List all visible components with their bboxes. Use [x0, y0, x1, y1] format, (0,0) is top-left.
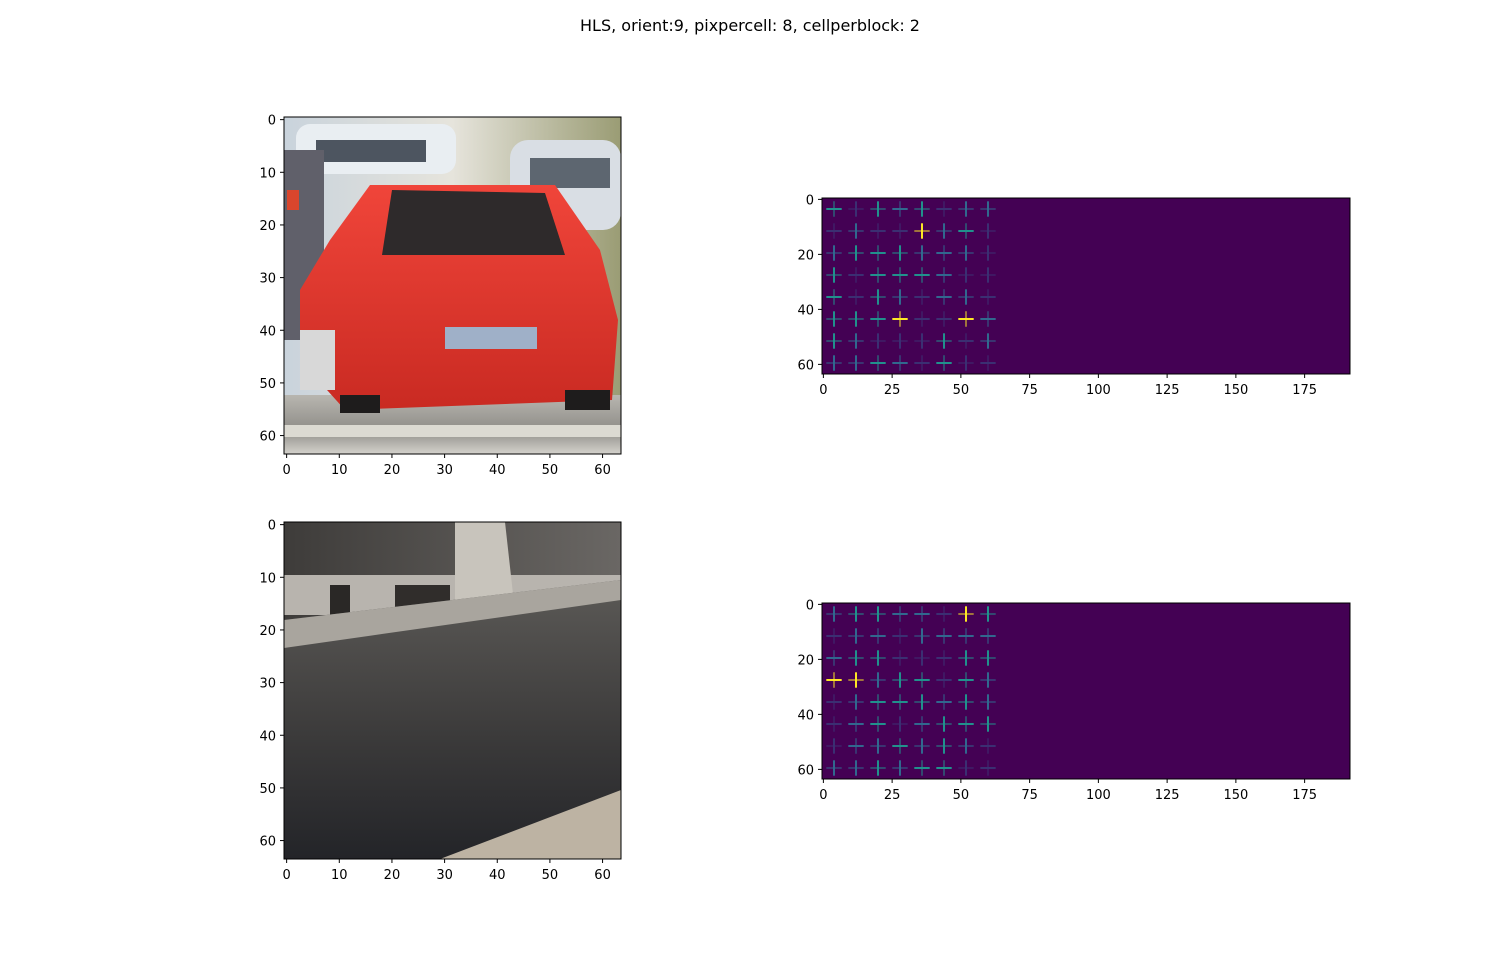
- y-tick-label: 0: [268, 114, 276, 129]
- x-tick-label: 30: [436, 463, 453, 478]
- x-tick-label: 150: [1223, 383, 1248, 398]
- x-tick-label: 10: [331, 463, 348, 478]
- y-tick-label: 30: [259, 272, 276, 287]
- y-tick-label: 20: [259, 219, 276, 234]
- car-image-y-ticks: 0 10 20 30 40 50 60: [259, 114, 284, 445]
- x-tick-label: 150: [1223, 788, 1248, 803]
- x-tick-label: 40: [489, 868, 506, 883]
- y-tick-label: 60: [797, 358, 814, 373]
- x-tick-label: 60: [594, 463, 611, 478]
- y-tick-label: 60: [259, 430, 276, 445]
- y-tick-label: 20: [797, 653, 814, 668]
- car-image-x-ticks: 0 10 20 30 40 50 60: [282, 454, 611, 478]
- x-tick-label: 175: [1292, 788, 1317, 803]
- notcar-hog-cells: [826, 606, 996, 776]
- car-hog-frame: [821, 197, 1351, 375]
- y-tick-label: 60: [259, 835, 276, 850]
- y-tick-label: 40: [797, 708, 814, 723]
- y-tick-label: 30: [259, 677, 276, 692]
- notcar-image-axes: 0 10 20 30 40 50 60 0 10 20 30 40 50 60: [259, 519, 622, 883]
- y-tick-label: 40: [797, 303, 814, 318]
- x-tick-label: 0: [819, 788, 827, 803]
- car-hog-x-ticks: 0 25 50 75 100 125 150 175: [819, 374, 1317, 398]
- y-tick-label: 10: [259, 166, 276, 181]
- x-tick-label: 100: [1086, 788, 1111, 803]
- x-tick-label: 50: [542, 868, 559, 883]
- car-image-axes: 0 10 20 30 40 50 60 0 10 20 30 40 50 60: [259, 114, 622, 478]
- x-tick-label: 125: [1155, 788, 1180, 803]
- y-tick-label: 0: [806, 193, 814, 208]
- notcar-hog-background: [822, 603, 1350, 779]
- y-tick-label: 20: [259, 624, 276, 639]
- y-tick-label: 10: [259, 571, 276, 586]
- x-tick-label: 20: [384, 868, 401, 883]
- x-tick-label: 50: [953, 788, 970, 803]
- x-tick-label: 50: [953, 383, 970, 398]
- notcar-hog-x-ticks: 0 25 50 75 100 125 150 175: [819, 779, 1317, 803]
- x-tick-label: 10: [331, 868, 348, 883]
- figure-title: HLS, orient:9, pixpercell: 8, cellperblo…: [580, 16, 920, 35]
- x-tick-label: 175: [1292, 383, 1317, 398]
- notcar-image-frame: [283, 521, 622, 860]
- notcar-image-y-ticks: 0 10 20 30 40 50 60: [259, 519, 284, 850]
- y-tick-label: 40: [259, 729, 276, 744]
- y-tick-label: 0: [806, 598, 814, 613]
- x-tick-label: 0: [282, 868, 290, 883]
- y-tick-label: 20: [797, 248, 814, 263]
- y-tick-label: 60: [797, 763, 814, 778]
- car-hog-cells: [826, 201, 996, 371]
- x-tick-label: 50: [542, 463, 559, 478]
- y-tick-label: 40: [259, 324, 276, 339]
- y-tick-label: 50: [259, 377, 276, 392]
- x-tick-label: 25: [884, 788, 901, 803]
- x-tick-label: 0: [282, 463, 290, 478]
- notcar-image-x-ticks: 0 10 20 30 40 50 60: [282, 859, 611, 883]
- car-hog-y-ticks: 0 20 40 60: [797, 193, 822, 373]
- x-tick-label: 60: [594, 868, 611, 883]
- notcar-hog-axes: 0 25 50 75 100 125 150 175 0 20 40 60: [797, 598, 1351, 803]
- notcar-photo: [284, 522, 621, 859]
- y-tick-label: 50: [259, 782, 276, 797]
- x-tick-label: 20: [384, 463, 401, 478]
- x-tick-label: 75: [1021, 383, 1038, 398]
- x-tick-label: 100: [1086, 383, 1111, 398]
- notcar-hog-y-ticks: 0 20 40 60: [797, 598, 822, 778]
- car-image-frame: [283, 116, 622, 455]
- y-tick-label: 0: [268, 519, 276, 534]
- car-photo: [284, 117, 621, 454]
- car-hog-axes: 0 25 50 75 100 125 150 175 0 20 40 60: [797, 193, 1351, 398]
- x-tick-label: 25: [884, 383, 901, 398]
- x-tick-label: 30: [436, 868, 453, 883]
- x-tick-label: 125: [1155, 383, 1180, 398]
- x-tick-label: 40: [489, 463, 506, 478]
- notcar-hog-frame: [821, 602, 1351, 780]
- x-tick-label: 75: [1021, 788, 1038, 803]
- x-tick-label: 0: [819, 383, 827, 398]
- car-hog-background: [822, 198, 1350, 374]
